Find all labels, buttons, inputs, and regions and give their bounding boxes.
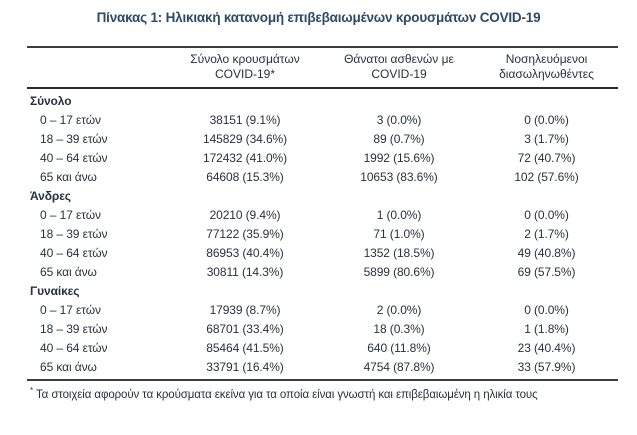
intubated-cell: 0 (0.0%) (524, 112, 569, 127)
section-label: Γυναίκες (30, 283, 80, 298)
age-cell: 18 – 39 ετών (40, 131, 108, 146)
cases-cell: 64608 (15.3%) (206, 169, 284, 184)
deaths-cell: 3 (0.0%) (376, 112, 422, 127)
age-cell: 40 – 64 ετών (40, 340, 108, 355)
table-row: 65 και άνω 33791 (16.4%) 4754 (87.8%) 33… (27, 357, 618, 376)
intubated-cell: 0 (0.0%) (524, 302, 569, 317)
cases-cell: 86953 (40.4%) (206, 245, 284, 260)
cases-cell: 145829 (34.6%) (203, 131, 287, 146)
table-body: Σύνολο 0 – 17 ετών 38151 (9.1%) 3 (0.0%)… (27, 89, 618, 381)
deaths-cell: 640 (11.8%) (367, 340, 431, 355)
col-header-intubated: Νοσηλευόμενοι διασωληνωθέντες (475, 52, 618, 82)
cases-cell: 85464 (41.5%) (206, 340, 284, 355)
section-row-women: Γυναίκες (27, 281, 618, 300)
table-footnote: * Τα στοιχεία αφορούν τα κρούσματα εκείνα… (30, 386, 637, 401)
col-header-age (27, 52, 167, 82)
table-row: 18 – 39 ετών 77122 (35.9%) 71 (1.0%) 2 (… (27, 224, 618, 243)
deaths-cell: 89 (0.7%) (373, 131, 425, 146)
cases-cell: 77122 (35.9%) (206, 226, 284, 241)
intubated-cell: 49 (40.8%) (517, 245, 576, 260)
table-header-row: Σύνολο κρουσμάτων COVID-19* Θάνατοι ασθε… (27, 46, 618, 89)
cases-cell: 17939 (8.7%) (209, 302, 281, 317)
deaths-cell: 71 (1.0%) (373, 226, 425, 241)
age-cell: 18 – 39 ετών (40, 226, 108, 241)
cases-cell: 33791 (16.4%) (206, 359, 284, 374)
deaths-cell: 4754 (87.8%) (363, 359, 435, 374)
table-row: 18 – 39 ετών 68701 (33.4%) 18 (0.3%) 1 (… (27, 319, 618, 338)
col-header-deaths-line2: COVID-19 (371, 67, 427, 81)
table-row: 40 – 64 ετών 85464 (41.5%) 640 (11.8%) 2… (27, 338, 618, 357)
col-header-intubated-line1: Νοσηλευόμενοι (505, 52, 588, 66)
col-header-deaths: Θάνατοι ασθενών με COVID-19 (323, 52, 475, 82)
intubated-cell: 72 (40.7%) (517, 150, 576, 165)
table-row: 0 – 17 ετών 20210 (9.4%) 1 (0.0%) 0 (0.0… (27, 205, 618, 224)
age-cell: 0 – 17 ετών (40, 302, 101, 317)
cases-cell: 38151 (9.1%) (209, 112, 281, 127)
col-header-deaths-line1: Θάνατοι ασθενών με (344, 52, 454, 66)
section-label: Άνδρες (30, 188, 71, 203)
table-row: 0 – 17 ετών 38151 (9.1%) 3 (0.0%) 0 (0.0… (27, 110, 618, 129)
age-cell: 65 και άνω (40, 264, 97, 279)
age-cell: 40 – 64 ετών (40, 245, 108, 260)
page-title: Πίνακας 1: Ηλικιακή κατανομή επιβεβαιωμέ… (96, 10, 541, 25)
intubated-cell: 33 (57.9%) (517, 359, 576, 374)
age-cell: 18 – 39 ετών (40, 321, 108, 336)
col-header-cases-line1: Σύνολο κρουσμάτων (190, 52, 300, 66)
covid-age-table: Σύνολο κρουσμάτων COVID-19* Θάνατοι ασθε… (27, 46, 618, 381)
intubated-cell: 3 (1.7%) (524, 131, 569, 146)
intubated-cell: 1 (1.8%) (524, 321, 569, 336)
col-header-cases: Σύνολο κρουσμάτων COVID-19* (167, 52, 323, 82)
deaths-cell: 10653 (83.6%) (360, 169, 438, 184)
section-row-men: Άνδρες (27, 186, 618, 205)
deaths-cell: 1 (0.0%) (376, 207, 422, 222)
age-cell: 65 και άνω (40, 169, 97, 184)
deaths-cell: 1352 (18.5%) (363, 245, 435, 260)
intubated-cell: 23 (40.4%) (517, 340, 576, 355)
table-row: 0 – 17 ετών 17939 (8.7%) 2 (0.0%) 0 (0.0… (27, 300, 618, 319)
intubated-cell: 102 (57.6%) (514, 169, 579, 184)
cases-cell: 30811 (14.3%) (206, 264, 284, 279)
deaths-cell: 5899 (80.6%) (363, 264, 435, 279)
table-row: 40 – 64 ετών 86953 (40.4%) 1352 (18.5%) … (27, 243, 618, 262)
age-cell: 65 και άνω (40, 359, 97, 374)
age-cell: 40 – 64 ετών (40, 150, 108, 165)
section-row-total: Σύνολο (27, 91, 618, 110)
footnote-text: Τα στοιχεία αφορούν τα κρούσματα εκείνα … (36, 388, 538, 401)
table-row: 65 και άνω 64608 (15.3%) 10653 (83.6%) 1… (27, 167, 618, 186)
age-cell: 0 – 17 ετών (40, 112, 101, 127)
col-header-cases-line2: COVID-19* (214, 67, 276, 81)
deaths-cell: 1992 (15.6%) (363, 150, 435, 165)
cases-cell: 68701 (33.4%) (206, 321, 284, 336)
cases-cell: 172432 (41.0%) (203, 150, 287, 165)
section-label: Σύνολο (30, 93, 72, 108)
intubated-cell: 2 (1.7%) (524, 226, 569, 241)
col-header-intubated-line2: διασωληνωθέντες (499, 67, 594, 81)
table-row: 40 – 64 ετών 172432 (41.0%) 1992 (15.6%)… (27, 148, 618, 167)
deaths-cell: 2 (0.0%) (376, 302, 422, 317)
table-row: 18 – 39 ετών 145829 (34.6%) 89 (0.7%) 3 … (27, 129, 618, 148)
footnote-asterisk: * (30, 386, 34, 395)
intubated-cell: 0 (0.0%) (524, 207, 569, 222)
cases-cell: 20210 (9.4%) (209, 207, 281, 222)
age-cell: 0 – 17 ετών (40, 207, 101, 222)
table-row: 65 και άνω 30811 (14.3%) 5899 (80.6%) 69… (27, 262, 618, 281)
deaths-cell: 18 (0.3%) (373, 321, 425, 336)
intubated-cell: 69 (57.5%) (517, 264, 576, 279)
